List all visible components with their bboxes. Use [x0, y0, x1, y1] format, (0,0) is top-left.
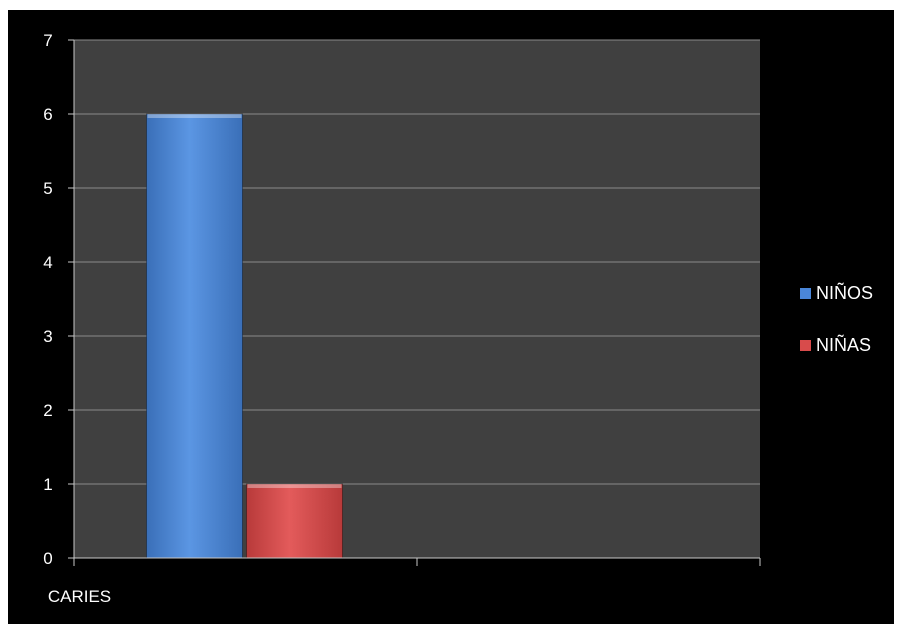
y-tick-label: 7 [43, 31, 52, 50]
legend-label-ninos: NIÑOS [816, 282, 873, 303]
y-tick-label: 5 [43, 179, 52, 198]
y-tick-label: 0 [43, 549, 52, 568]
y-tick-label: 3 [43, 327, 52, 346]
bar-highlight [147, 114, 242, 118]
legend-label-ninas: NIÑAS [816, 334, 871, 355]
y-tick-label: 4 [43, 253, 52, 272]
legend-swatch-ninas [800, 340, 811, 351]
bar-highlight [247, 484, 342, 488]
y-tick-label: 2 [43, 401, 52, 420]
x-category-label: CARIES [48, 587, 111, 606]
bar-ninos-0 [146, 113, 243, 559]
bar-chart: 0 1 2 3 4 5 6 7 CARIES NIÑOS NIÑAS [43, 31, 873, 606]
chart-frame: 0 1 2 3 4 5 6 7 CARIES NIÑOS NIÑAS [8, 10, 894, 624]
y-tick-label: 6 [43, 105, 52, 124]
legend-swatch-ninos [800, 288, 811, 299]
bar-ninas-0 [246, 483, 343, 559]
y-tick-label: 1 [43, 475, 52, 494]
